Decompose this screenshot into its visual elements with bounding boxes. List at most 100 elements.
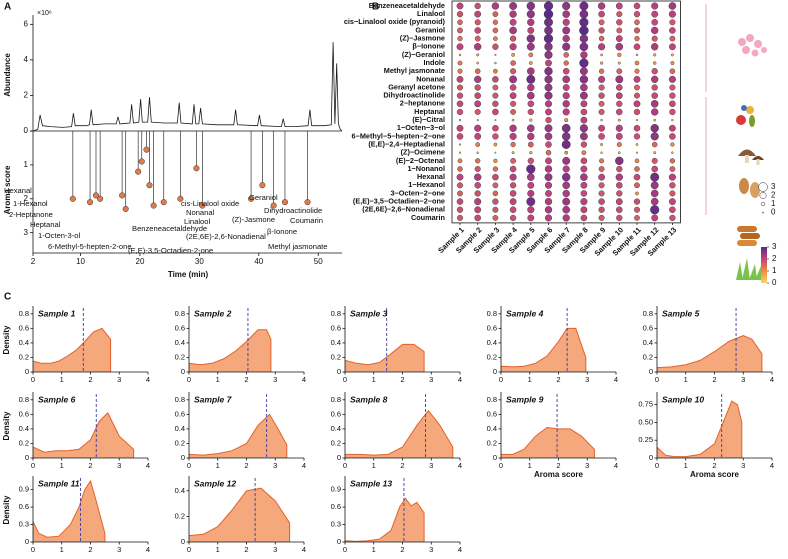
bubble [617, 118, 621, 122]
bubble [492, 27, 499, 34]
y-tick-label: 0.2 [175, 352, 185, 361]
bubble [580, 141, 588, 148]
x-tick-label: 4 [770, 375, 774, 384]
bubble [545, 116, 552, 124]
bubble [579, 25, 589, 36]
density-line [32, 327, 112, 372]
y-tick-label: 0.8 [19, 395, 29, 404]
y-tick-label: 0.6 [331, 502, 341, 511]
bubble [458, 53, 462, 57]
bubble [476, 61, 480, 65]
bubble [669, 68, 676, 74]
y-tick-label: 0.8 [643, 309, 653, 318]
density-area [33, 480, 105, 542]
bubble [544, 91, 553, 100]
y-tick-label: 0.2 [487, 438, 497, 447]
bubble [474, 206, 482, 214]
bubble [562, 214, 570, 222]
bubble [509, 206, 517, 214]
x-tick-label: 4 [302, 375, 306, 384]
density-line [32, 479, 106, 542]
bubble [456, 173, 464, 181]
bubble [616, 190, 623, 197]
bubble [598, 173, 605, 181]
bubble [527, 214, 535, 222]
lollipop-head [150, 202, 157, 209]
bubble [563, 60, 569, 66]
density-line [656, 400, 743, 458]
x-tick-label: 10 [76, 257, 85, 266]
x-tick-label: 0 [187, 461, 191, 470]
bubble [669, 182, 676, 189]
y-tick-label: 0.4 [175, 486, 185, 495]
bubble [670, 61, 675, 66]
bubble [545, 190, 552, 197]
bubble [598, 84, 605, 91]
panel-title: Sample 12 [194, 478, 236, 488]
bubble [492, 100, 499, 107]
bubble [510, 141, 516, 148]
bubble [562, 18, 570, 26]
row-label: Linalool [417, 9, 445, 18]
bubble [562, 181, 570, 190]
bubble [598, 190, 605, 197]
y-tick-label: 1 [24, 160, 29, 169]
bubble [456, 133, 464, 140]
bubble [562, 100, 570, 108]
bubble [651, 2, 659, 10]
bubble [474, 35, 481, 42]
bubble [510, 100, 517, 107]
bubble [615, 156, 624, 166]
bubble [527, 91, 535, 100]
bubble [474, 198, 482, 206]
bubble [475, 158, 481, 164]
y-tick-label: 0.2 [487, 352, 497, 361]
compound-annotation: β-Ionone [267, 227, 297, 236]
bubble [544, 214, 553, 222]
bubble [529, 118, 533, 122]
density-area [345, 344, 425, 372]
color-bar-label: 0 [772, 278, 777, 287]
x-tick-label: 3 [585, 461, 589, 470]
bubble [456, 182, 464, 189]
bubble [544, 17, 553, 27]
x-tick-label: 2 [712, 461, 716, 470]
bubble [581, 150, 587, 156]
y-tick-label: 0.8 [175, 395, 185, 404]
row-label: (Z)−Jasmone [400, 34, 445, 43]
x-tick-label: 2 [712, 375, 716, 384]
bubble [580, 173, 588, 181]
y-tick-label: 0.8 [331, 395, 341, 404]
y-tick-label: 0 [493, 367, 497, 376]
x-tick-label: 1 [60, 545, 64, 554]
bubble [492, 92, 499, 99]
bubble [456, 75, 464, 83]
bubble [580, 190, 588, 197]
bubble [562, 108, 570, 116]
bubble [598, 10, 605, 18]
bubble [526, 164, 536, 174]
density-area [501, 328, 586, 372]
compound-annotation: Benzeneacetaldehyde [132, 224, 207, 233]
bubble [509, 190, 517, 197]
bubble [562, 205, 570, 214]
bubble [562, 34, 570, 43]
bubble [526, 1, 535, 11]
bubble [456, 198, 464, 205]
bubble [616, 68, 623, 75]
bubble [615, 92, 623, 100]
bubble [650, 181, 659, 190]
x-tick-label: 1 [372, 545, 376, 554]
bubble [492, 190, 499, 197]
bubble [544, 100, 553, 108]
density-area [33, 412, 134, 458]
bubble [544, 197, 553, 206]
bubble [580, 181, 588, 189]
bubble [668, 173, 676, 181]
bubble [544, 132, 553, 141]
bubble [493, 158, 498, 163]
bubble [474, 75, 482, 84]
y-axis-label: Density [2, 495, 11, 524]
bubble [633, 92, 641, 99]
row-label: (E,E)−3,5−Octadien−2−one [353, 197, 445, 206]
